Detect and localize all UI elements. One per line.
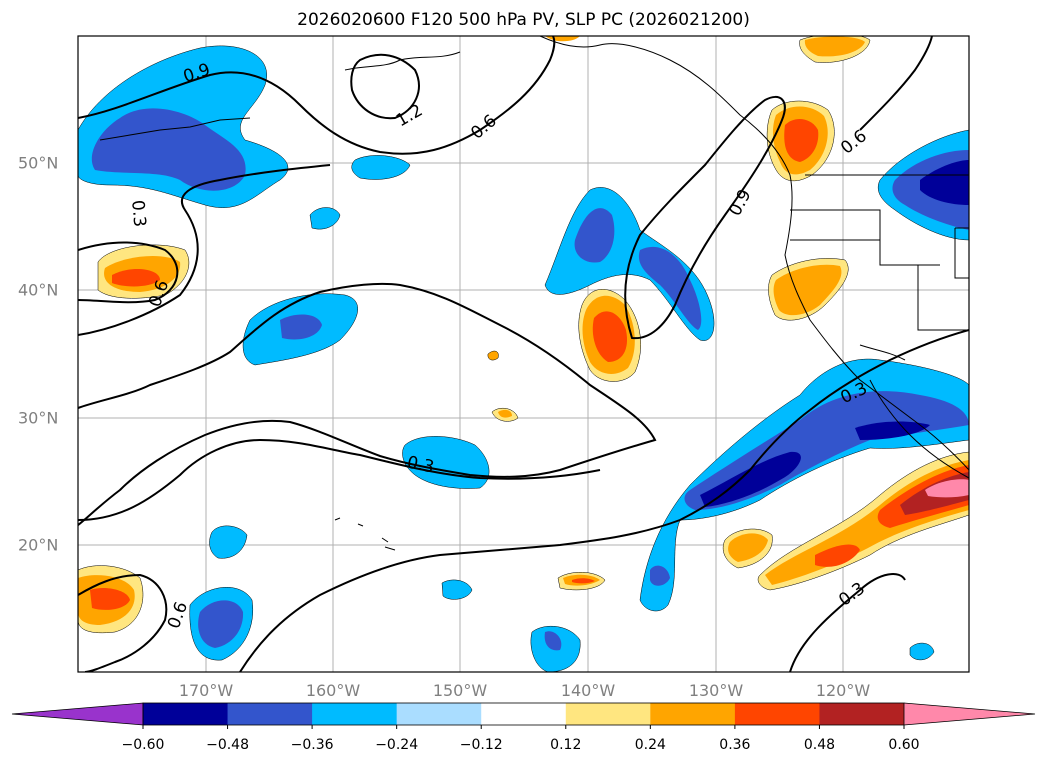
colorbar-tick-label: −0.36 — [290, 737, 334, 753]
colorbar-tick-label: 0.12 — [550, 737, 582, 753]
pv-negative-fills — [78, 45, 969, 672]
colorbar-tick-label: 0.36 — [719, 737, 751, 753]
pv-positive-fills — [78, 36, 969, 634]
colorbar-segment — [396, 703, 482, 725]
colorbar-tick-label: 0.60 — [888, 737, 920, 753]
colorbar-tick-label: −0.24 — [375, 737, 419, 753]
colorbar-segment — [565, 703, 651, 725]
lat-label: 30°N — [18, 408, 59, 428]
slp-contours — [78, 36, 969, 672]
colorbar-tick-label: −0.48 — [206, 737, 249, 753]
colorbar-segment — [734, 703, 820, 725]
lat-label: 40°N — [18, 280, 59, 300]
colorbar-tick-label: 0.48 — [803, 737, 836, 753]
lon-label: 140°W — [560, 681, 616, 700]
lon-label: 130°W — [688, 681, 744, 700]
colorbar-extend-high — [904, 703, 1035, 725]
colorbar-segment — [312, 703, 398, 725]
colorbar-segment — [143, 703, 229, 725]
contour-label: 0.3 — [127, 199, 149, 228]
colorbar-segment — [227, 703, 313, 725]
colorbar-segment — [481, 703, 567, 725]
colorbar-segments — [12, 703, 1035, 729]
lon-label: 170°W — [178, 681, 234, 700]
colorbar-tick-label: −0.12 — [459, 737, 503, 753]
map-title: 2026020600 F120 500 hPa PV, SLP PC (2026… — [297, 10, 750, 30]
colorbar-tick-label: 0.24 — [634, 737, 666, 753]
colorbar-extend-low — [12, 703, 143, 725]
lat-label: 50°N — [18, 153, 59, 173]
map-frame — [77, 35, 970, 673]
lon-label: 150°W — [432, 681, 488, 700]
colorbar-segment — [819, 703, 905, 725]
colorbar-segment — [650, 703, 736, 725]
lat-label: 20°N — [18, 535, 59, 555]
lon-label: 120°W — [815, 681, 871, 700]
colorbar-tick-label: −0.60 — [121, 737, 165, 753]
map-plot: 0.9 1.2 0.6 0.3 0.6 0.9 0.6 0.3 0.6 0.3 … — [77, 35, 970, 673]
lon-label: 160°W — [305, 681, 361, 700]
